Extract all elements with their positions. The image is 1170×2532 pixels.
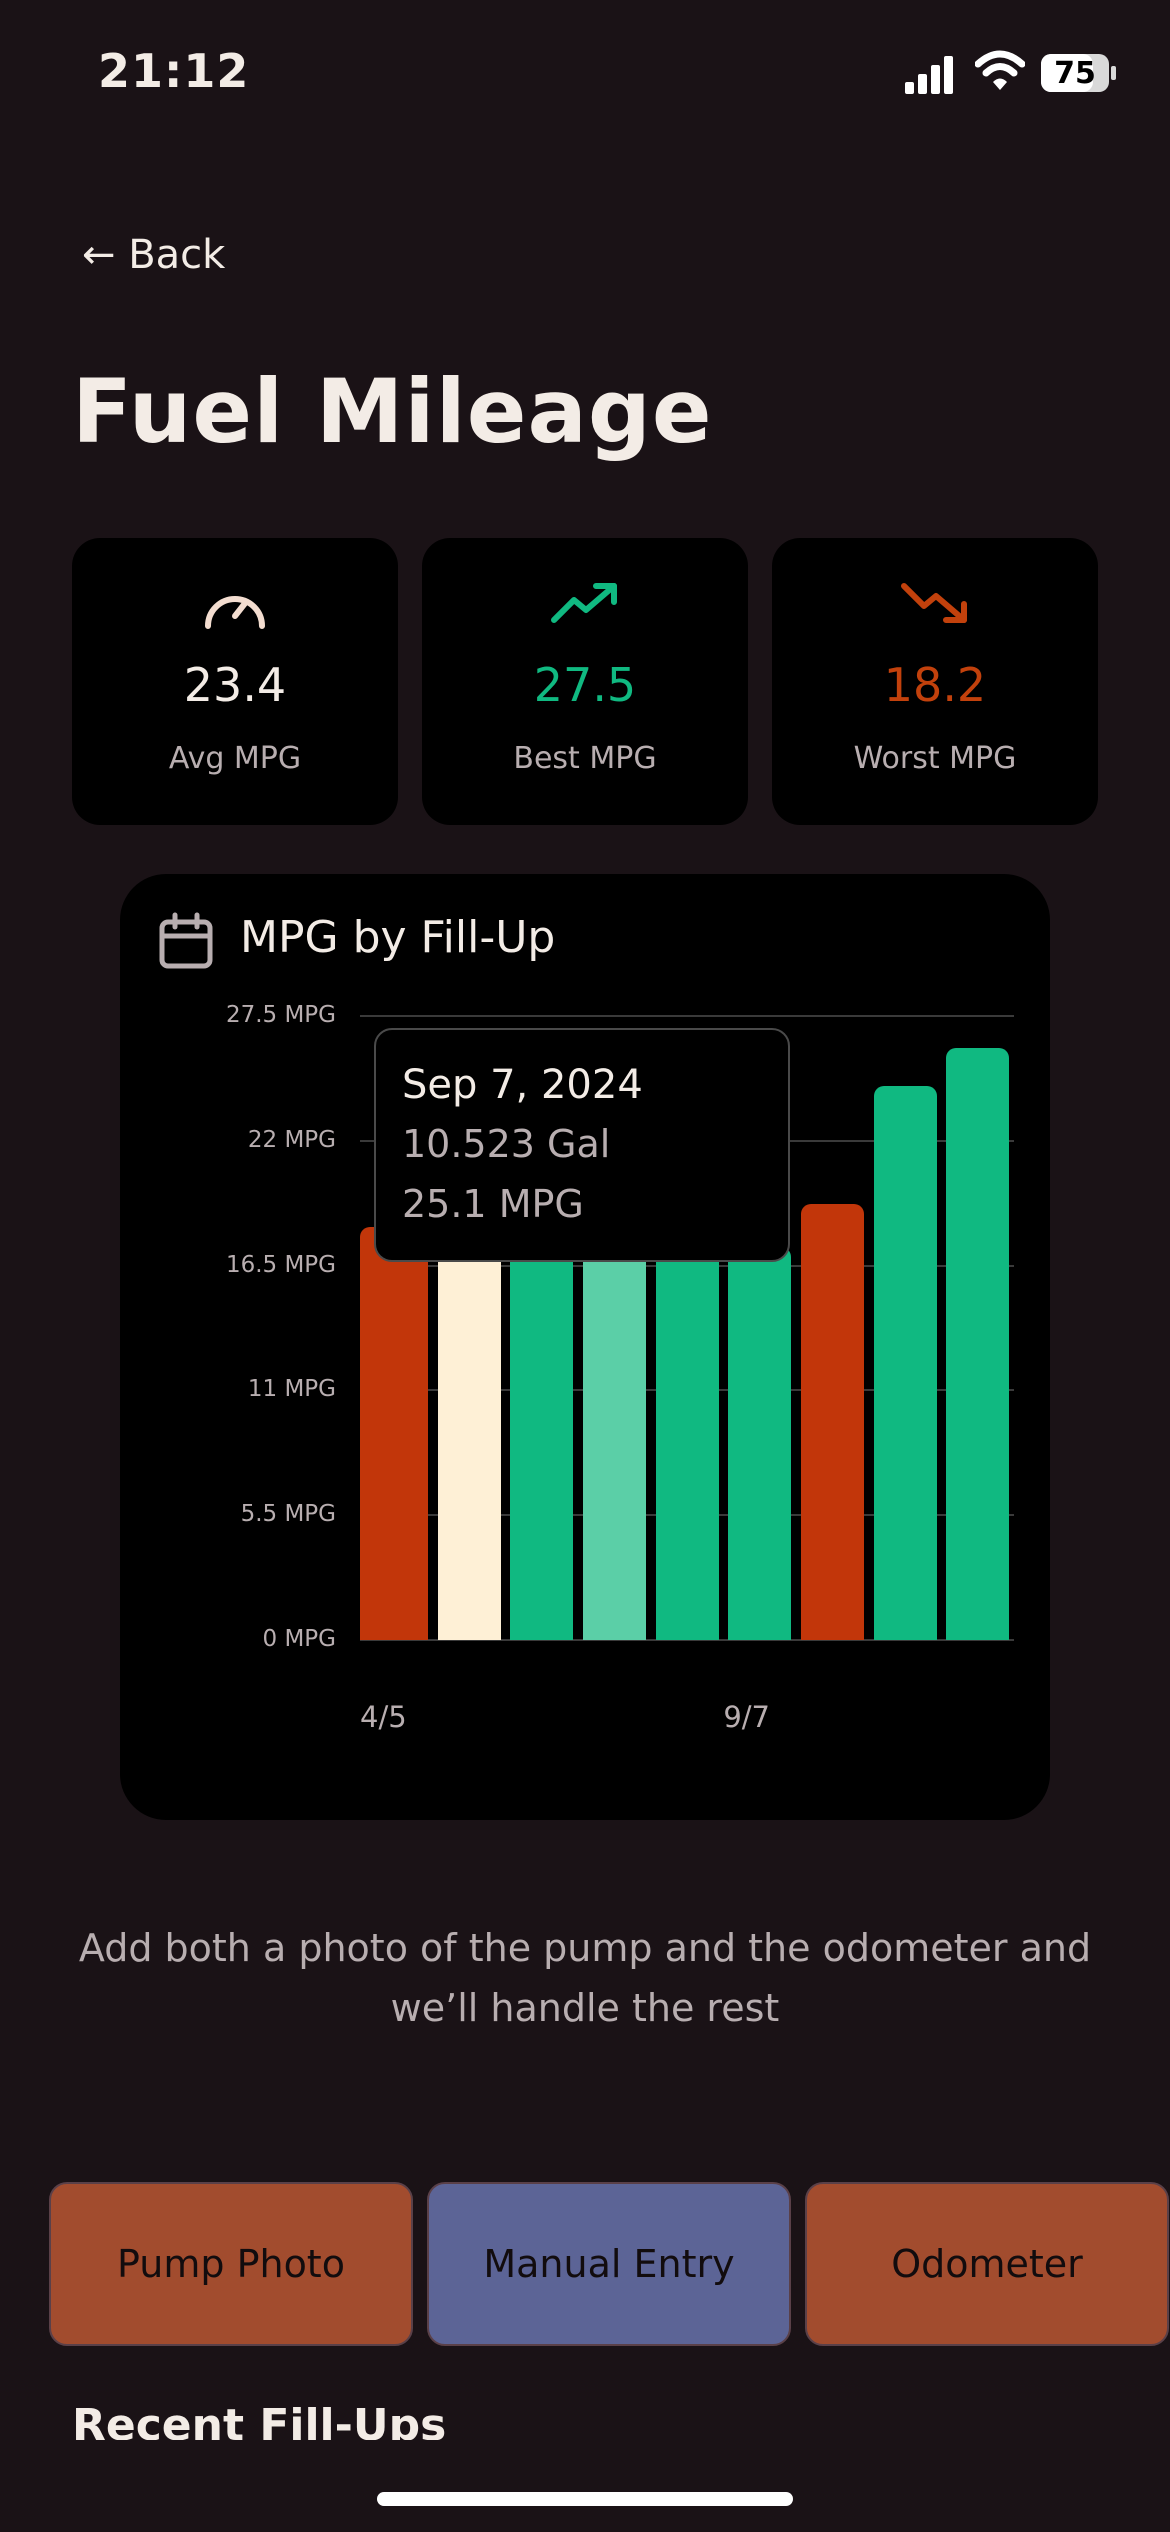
chart-bar[interactable]	[728, 1247, 792, 1640]
manual-entry-label: Manual Entry	[483, 2242, 735, 2286]
trending-down-icon	[901, 583, 967, 623]
battery-level: 75	[1054, 56, 1096, 91]
worst-mpg-value: 18.2	[883, 658, 987, 712]
tooltip-mpg: 25.1 MPG	[402, 1182, 584, 1226]
chart-gridline	[360, 1015, 1014, 1017]
chart-title: MPG by Fill-Up	[240, 912, 556, 963]
worst-mpg-card: 18.2 Worst MPG	[772, 538, 1098, 825]
chart-bar[interactable]	[946, 1047, 1010, 1640]
y-axis-tick-label: 0 MPG	[262, 1626, 336, 1652]
manual-entry-button[interactable]: Manual Entry	[427, 2182, 791, 2346]
calendar-icon	[159, 912, 213, 969]
avg-mpg-card: 23.4 Avg MPG	[72, 538, 398, 825]
best-mpg-label: Best MPG	[513, 741, 657, 776]
avg-mpg-value: 23.4	[183, 658, 287, 712]
pump-photo-button[interactable]: Pump Photo	[49, 2182, 413, 2346]
odometer-label: Odometer	[891, 2242, 1083, 2286]
back-label: ← Back	[82, 232, 226, 278]
recent-fillups-heading: Recent Fill-Ups	[72, 2400, 447, 2440]
y-axis-tick-label: 5.5 MPG	[240, 1501, 336, 1528]
chart-bar[interactable]	[360, 1227, 428, 1640]
chart-bar[interactable]	[437, 1249, 501, 1640]
y-axis-tick-label: 22 MPG	[247, 1126, 336, 1153]
tooltip-date: Sep 7, 2024	[402, 1062, 643, 1108]
battery-icon	[1041, 54, 1116, 92]
battery-indicator: 75	[1040, 52, 1118, 94]
x-axis-tick-label: 9/7	[723, 1700, 770, 1734]
chart-bar[interactable]	[510, 1247, 574, 1640]
best-mpg-value: 27.5	[533, 658, 637, 712]
chart-gridline	[360, 1639, 1014, 1641]
y-axis-tick-label: 27.5 MPG	[225, 1002, 336, 1028]
chart-tooltip	[374, 1028, 790, 1262]
chart-bar[interactable]	[582, 1247, 646, 1640]
y-axis-tick-label: 16.5 MPG	[225, 1251, 336, 1278]
page-title: Fuel Mileage	[72, 360, 713, 463]
chart-bar[interactable]	[655, 1247, 719, 1640]
wifi-icon	[975, 50, 1025, 90]
odometer-button[interactable]: Odometer	[805, 2182, 1169, 2346]
tooltip-gallons: 10.523 Gal	[402, 1122, 611, 1166]
worst-mpg-label: Worst MPG	[853, 741, 1017, 776]
x-axis-tick-label: 4/5	[360, 1700, 407, 1734]
pump-photo-label: Pump Photo	[117, 2242, 345, 2286]
trending-up-icon	[551, 583, 617, 623]
speedometer-icon	[205, 596, 265, 629]
home-indicator[interactable]	[377, 2492, 793, 2506]
y-axis-tick-label: 11 MPG	[247, 1376, 336, 1403]
status-time: 21:12	[98, 44, 250, 98]
chart-bar[interactable]	[873, 1086, 937, 1640]
chart-bar[interactable]	[800, 1204, 864, 1640]
instruction-text: Add both a photo of the pump and the odo…	[78, 1926, 1092, 2030]
cellular-signal-icon	[905, 56, 953, 94]
back-button[interactable]: ← Back	[82, 232, 225, 278]
avg-mpg-label: Avg MPG	[168, 741, 302, 776]
best-mpg-card: 27.5 Best MPG	[422, 538, 748, 825]
